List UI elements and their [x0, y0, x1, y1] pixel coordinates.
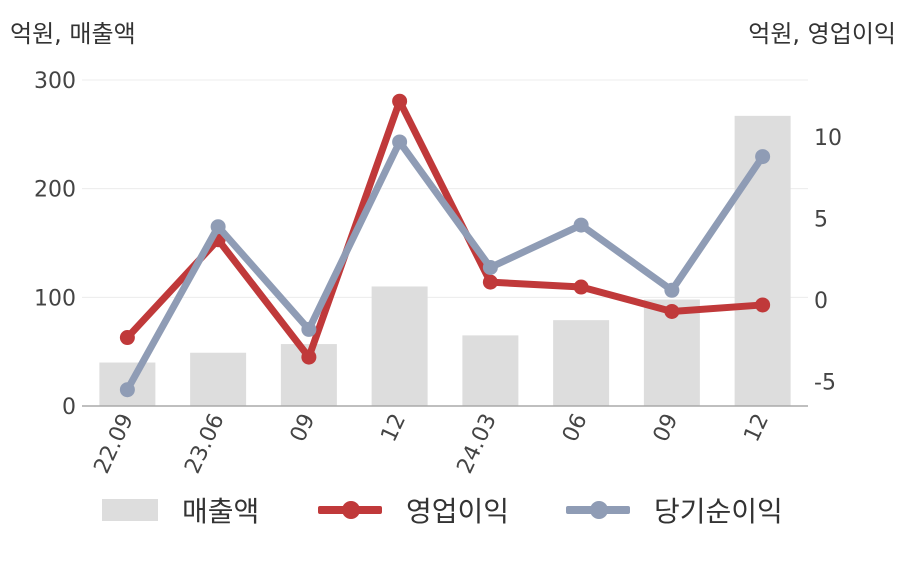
net-income-point-6 — [664, 282, 680, 298]
legend-label-net-income: 당기순이익 — [654, 495, 783, 528]
left-axis-unit: 억원, 매출액 — [10, 20, 136, 48]
left-tick-label-1: 100 — [34, 286, 76, 311]
legend-swatch-operating-profit — [318, 501, 382, 519]
left-tick-label-2: 200 — [34, 178, 76, 203]
net-income-point-2 — [301, 321, 317, 337]
net-income-point-0 — [119, 382, 135, 398]
bar-series — [99, 115, 791, 407]
left-tick-label-0: 0 — [62, 395, 76, 420]
operating-profit-point-7 — [755, 297, 771, 313]
net-income-point-1 — [210, 219, 226, 235]
x-tick-label-2: 09 — [286, 410, 320, 446]
right-tick-label-1: 0 — [814, 289, 828, 314]
operating-profit-point-3 — [392, 93, 408, 109]
x-tick-label-6: 09 — [649, 410, 683, 446]
right-tick-label-3: 10 — [814, 126, 842, 151]
x-tick-label-7: 12 — [740, 410, 774, 446]
right-axis-unit: 억원, 영업이익 — [748, 20, 896, 48]
legend-item-net-income: 당기순이익 — [566, 490, 783, 530]
legend-swatch-net-income — [566, 501, 630, 519]
legend-label-revenue: 매출액 — [182, 495, 260, 528]
net-income-point-5 — [573, 217, 589, 233]
legend-item-revenue: 매출액 — [102, 490, 259, 530]
left-tick-label-3: 300 — [34, 69, 76, 94]
revenue-bar-5 — [553, 320, 610, 406]
revenue-bar-7 — [734, 115, 791, 407]
net-income-line — [123, 138, 767, 394]
operating-profit-point-6 — [664, 303, 680, 319]
revenue-bar-3 — [371, 286, 428, 406]
operating-profit-point-2 — [301, 349, 317, 365]
revenue-bar-1 — [190, 352, 247, 406]
combo-chart: 0 100 200 300 -5 0 5 10 22.09 23.06 09 12 24.03 06 09 1… — [34, 69, 842, 478]
net-income-point-3 — [392, 134, 408, 150]
right-tick-label-0: -5 — [814, 371, 836, 396]
legend-item-operating-profit: 영업이익 — [318, 490, 509, 530]
legend: 매출액 영업이익 당기순이익 — [0, 490, 908, 540]
axes: 0 100 200 300 -5 0 5 10 22.09 23.06 09 12 24.03 06 09 1… — [34, 69, 842, 478]
legend-label-operating-profit: 영업이익 — [406, 495, 510, 528]
operating-profit-point-4 — [482, 274, 498, 290]
x-tick-label-5: 06 — [558, 410, 592, 446]
legend-swatch-revenue — [102, 499, 158, 521]
x-tick-label-3: 12 — [377, 410, 411, 446]
line-series — [119, 93, 771, 398]
net-income-point-4 — [482, 259, 498, 275]
right-tick-label-2: 5 — [814, 208, 828, 233]
x-tick-label-0: 22.09 — [90, 410, 139, 478]
x-tick-label-1: 23.06 — [180, 410, 229, 478]
operating-profit-point-5 — [573, 279, 589, 295]
operating-profit-line — [123, 97, 767, 361]
x-tick-label-4: 24.03 — [453, 410, 502, 478]
operating-profit-point-0 — [119, 330, 135, 346]
revenue-bar-4 — [462, 335, 519, 406]
net-income-point-7 — [755, 149, 771, 165]
